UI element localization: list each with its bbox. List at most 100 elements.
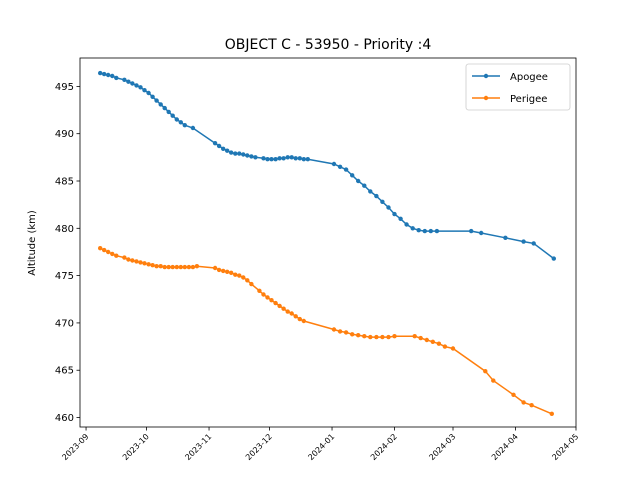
data-point-perigee <box>424 337 429 343</box>
data-point-apogee <box>277 156 282 161</box>
data-point-perigee <box>436 341 442 346</box>
data-point-apogee <box>551 256 556 261</box>
y-axis: 460 465 470 475 480 485 490 495 <box>55 82 80 424</box>
x-axis: 2023-09 2023-10 2023-11 2023-12 2024-01 2024-… <box>60 427 580 462</box>
data-point-apogee <box>386 205 391 210</box>
data-point-apogee <box>150 94 155 100</box>
data-point-perigee <box>350 332 355 337</box>
data-point-apogee <box>368 189 373 194</box>
data-point-apogee <box>241 152 246 157</box>
legend-label: Apogee <box>510 72 548 83</box>
data-point-perigee <box>170 264 175 270</box>
data-point-perigee <box>98 246 103 251</box>
data-point-perigee <box>216 267 222 273</box>
data-point-perigee <box>265 295 270 300</box>
data-point-apogee <box>392 211 397 217</box>
data-point-apogee <box>410 226 415 231</box>
data-point-perigee <box>331 327 337 332</box>
data-point-perigee <box>297 316 302 322</box>
data-point-perigee <box>237 273 242 278</box>
data-point-perigee <box>343 330 349 335</box>
data-point-perigee <box>368 334 373 340</box>
data-point-apogee <box>178 120 183 125</box>
data-point-perigee <box>142 261 147 266</box>
data-point-perigee <box>529 403 534 408</box>
data-point-perigee <box>166 264 171 270</box>
data-point-apogee <box>142 88 147 93</box>
data-point-apogee <box>503 235 508 240</box>
data-point-apogee <box>398 216 403 221</box>
x-tick-label: 2024-04 <box>490 432 520 462</box>
data-point-perigee <box>412 334 417 339</box>
data-point-apogee <box>356 178 361 184</box>
data-point-apogee <box>102 71 107 77</box>
data-point-perigee <box>273 300 278 306</box>
data-point-perigee <box>114 253 119 258</box>
data-point-apogee <box>343 167 349 172</box>
data-point-apogee <box>289 155 294 160</box>
data-point-apogee <box>305 157 310 162</box>
data-point-apogee <box>225 148 230 153</box>
data-point-perigee <box>190 264 196 270</box>
data-point-perigee <box>134 259 139 264</box>
data-point-perigee <box>174 264 179 270</box>
data-point-apogee <box>521 239 526 244</box>
data-point-perigee <box>285 309 290 314</box>
data-point-perigee <box>178 264 183 270</box>
data-point-perigee <box>154 264 159 269</box>
data-point-apogee <box>229 150 234 155</box>
data-point-apogee <box>237 151 242 156</box>
data-point-perigee <box>281 306 286 311</box>
data-point-apogee <box>434 228 440 234</box>
data-point-apogee <box>479 230 484 236</box>
chart-title: OBJECT C - 53950 - Priority :4 <box>225 37 432 53</box>
data-point-perigee <box>337 329 343 334</box>
data-point-perigee <box>277 303 282 309</box>
data-point-apogee <box>337 164 343 169</box>
data-point-perigee <box>241 275 246 280</box>
data-point-perigee <box>442 344 448 349</box>
data-point-perigee <box>110 251 115 257</box>
data-point-perigee <box>356 333 361 338</box>
data-point-apogee <box>130 81 135 86</box>
data-point-perigee <box>549 411 554 416</box>
data-point-apogee <box>297 156 302 161</box>
data-point-perigee <box>521 400 526 405</box>
data-point-apogee <box>350 173 355 178</box>
data-point-perigee <box>362 334 367 339</box>
data-point-perigee <box>229 270 234 275</box>
data-point-apogee <box>233 151 238 156</box>
data-point-perigee <box>130 258 135 263</box>
data-point-perigee <box>106 249 111 255</box>
y-tick-label: 475 <box>55 271 74 282</box>
legend-label: Perigee <box>510 94 547 105</box>
data-point-perigee <box>374 334 379 340</box>
data-point-perigee <box>138 260 143 265</box>
data-point-apogee <box>374 193 379 199</box>
data-point-perigee <box>483 369 488 374</box>
data-point-apogee <box>531 241 536 246</box>
data-point-apogee <box>293 156 298 161</box>
series-line-perigee <box>99 247 553 415</box>
data-point-apogee <box>170 113 175 118</box>
y-tick-label: 495 <box>55 82 74 93</box>
x-tick-label: 2023-09 <box>60 432 90 462</box>
x-tick-label: 2024-02 <box>369 432 399 462</box>
data-point-perigee <box>186 264 192 270</box>
data-point-perigee <box>450 346 456 351</box>
series-layer <box>98 70 556 416</box>
data-point-perigee <box>293 314 298 319</box>
data-point-perigee <box>182 264 187 270</box>
data-point-apogee <box>166 109 171 115</box>
data-point-perigee <box>380 334 385 340</box>
data-point-apogee <box>182 123 187 128</box>
x-tick-label: 2023-11 <box>183 432 213 462</box>
data-point-perigee <box>158 264 163 269</box>
data-point-apogee <box>146 90 151 96</box>
data-point-perigee <box>392 334 397 339</box>
data-point-apogee <box>174 117 179 122</box>
data-point-apogee <box>110 73 115 79</box>
data-point-apogee <box>261 156 266 161</box>
data-point-apogee <box>331 161 337 167</box>
data-point-perigee <box>261 292 266 297</box>
